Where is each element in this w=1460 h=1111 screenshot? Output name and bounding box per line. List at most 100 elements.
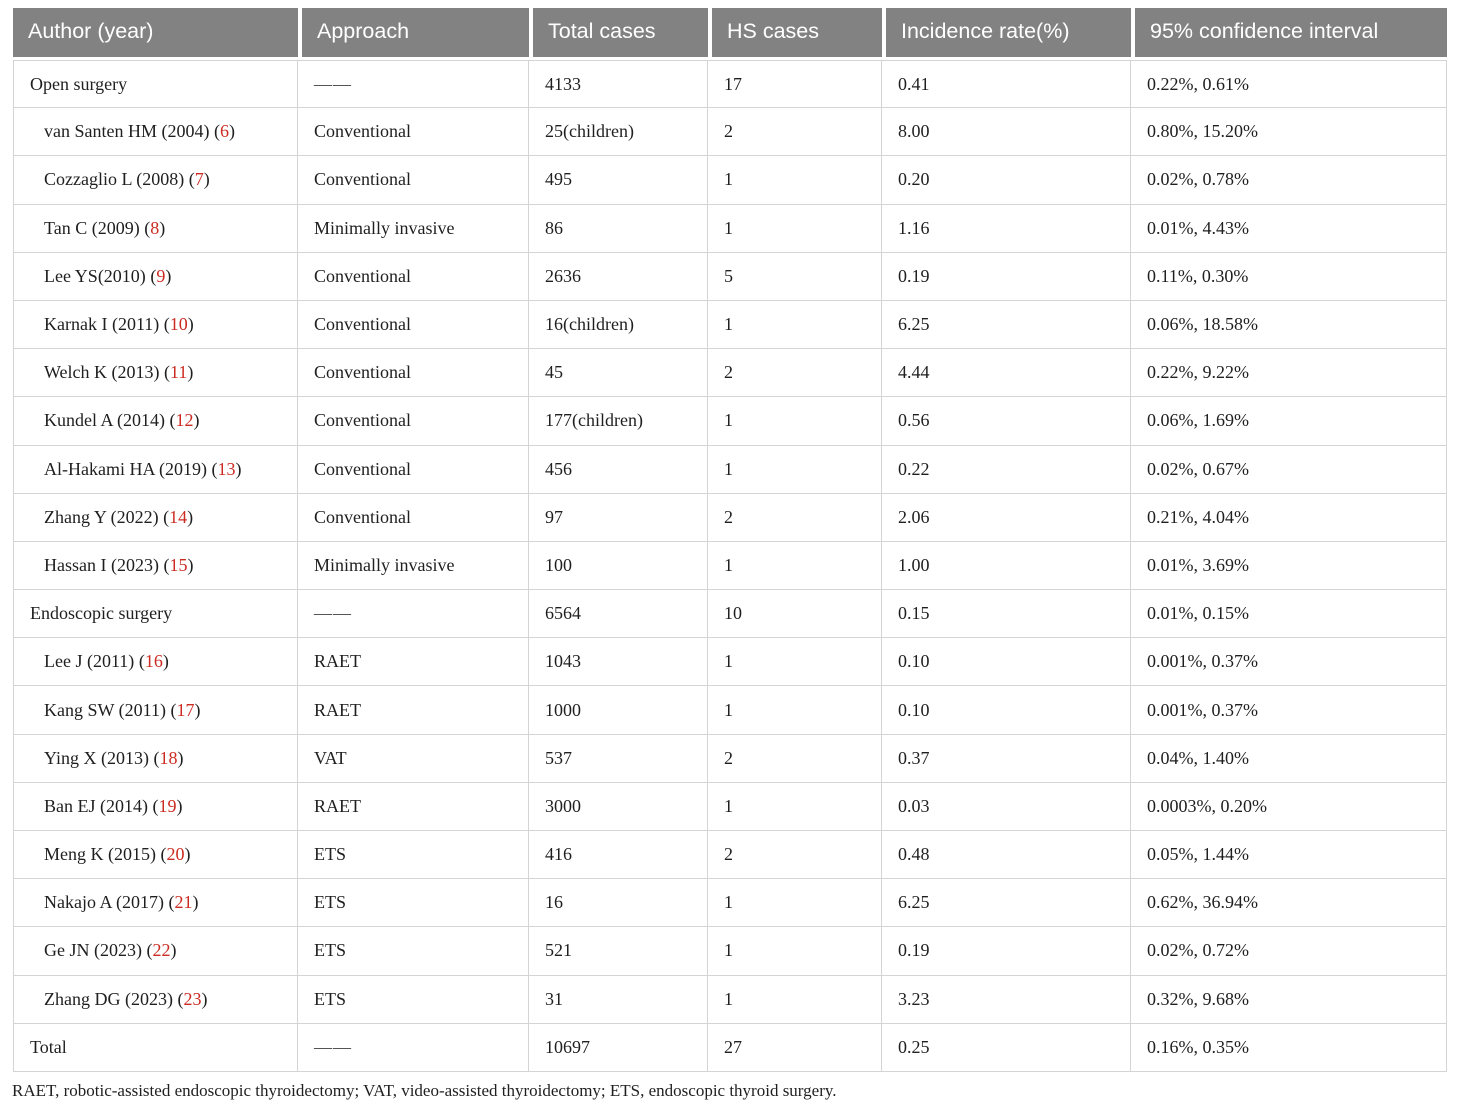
citation-link[interactable]: 12	[175, 410, 194, 431]
cell-confidence-interval: 0.02%, 0.78%	[1131, 156, 1447, 205]
column-header-author: Author (year)	[13, 8, 298, 60]
citation-link[interactable]: 21	[174, 892, 193, 913]
cell-approach: ——	[298, 590, 529, 639]
table-row: Nakajo A (2017) (21) ETS 16 1 6.25 0.62%, 36.…	[13, 879, 1447, 928]
cell-approach: RAET	[298, 686, 529, 735]
cell-total-cases: 16	[529, 879, 708, 928]
cell-author: Karnak I (2011) (10)	[13, 300, 298, 350]
cell-author: Total	[13, 1023, 298, 1072]
citation-link[interactable]: 6	[219, 121, 229, 142]
cell-confidence-interval: 0.02%, 0.72%	[1131, 927, 1447, 976]
citation-link[interactable]: 20	[166, 844, 185, 865]
citation-link[interactable]: 10	[169, 314, 188, 335]
table-row: Kang SW (2011) (17) RAET 1000 1 0.10 0.001%, …	[13, 686, 1447, 735]
cell-author: Tan C (2009) (8)	[13, 204, 298, 253]
cell-incidence-rate: 2.06	[882, 493, 1131, 542]
citation-link[interactable]: 16	[144, 651, 163, 672]
cell-author: Nakajo A (2017) (21)	[13, 879, 298, 928]
cell-confidence-interval: 0.04%, 1.40%	[1131, 734, 1447, 783]
cell-hs-cases: 2	[708, 734, 882, 783]
cell-hs-cases: 1	[708, 879, 882, 928]
cell-author: Ge JN (2023) (22)	[13, 927, 298, 976]
cell-confidence-interval: 0.22%, 9.22%	[1131, 349, 1447, 398]
cell-hs-cases: 1	[708, 638, 882, 687]
column-header-ci: 95% confidence interval	[1131, 8, 1447, 60]
cell-total-cases: 10697	[529, 1023, 708, 1072]
cell-total-cases: 100	[529, 541, 708, 591]
citation-link[interactable]: 19	[158, 795, 177, 816]
cell-author: Al-Hakami HA (2019) (13)	[13, 445, 298, 494]
cell-total-cases: 1043	[529, 638, 708, 687]
citation-link[interactable]: 9	[156, 265, 166, 286]
table-row: Cozzaglio L (2008) (7) Conventional 495 1 0.…	[13, 156, 1447, 205]
citation-link[interactable]: 14	[169, 506, 188, 527]
cell-approach: ——	[298, 60, 529, 109]
cell-confidence-interval: 0.001%, 0.37%	[1131, 638, 1447, 687]
citation-link[interactable]: 18	[159, 747, 178, 768]
cell-hs-cases: 1	[708, 300, 882, 350]
cell-hs-cases: 1	[708, 782, 882, 831]
citation-link[interactable]: 8	[150, 217, 160, 238]
cell-incidence-rate: 0.15	[882, 590, 1131, 639]
cell-total-cases: 2636	[529, 252, 708, 301]
cell-approach: ——	[298, 1023, 529, 1072]
table-row: Lee YS(2010) (9) Conventional 2636 5 0.19 0.1…	[13, 252, 1447, 301]
table-body: Open surgery —— 4133 17 0.41 0.22%, 0.61% van …	[13, 60, 1447, 1072]
citation-link[interactable]: 17	[176, 699, 195, 720]
cell-author: Meng K (2015) (20)	[13, 831, 298, 880]
citation-link[interactable]: 11	[170, 362, 188, 383]
cell-author: Kundel A (2014) (12)	[13, 397, 298, 446]
table-row: Zhang DG (2023) (23) ETS 31 1 3.23 0.32%, 9.6…	[13, 975, 1447, 1024]
cell-total-cases: 31	[529, 975, 708, 1024]
cell-total-cases: 1000	[529, 686, 708, 735]
table-row: Open surgery —— 4133 17 0.41 0.22%, 0.61%	[13, 60, 1447, 109]
cell-hs-cases: 1	[708, 397, 882, 446]
table-row: van Santen HM (2004) (6) Conventional 25(c…	[13, 108, 1447, 157]
cell-hs-cases: 2	[708, 831, 882, 880]
table-row: Ying X (2013) (18) VAT 537 2 0.37 0.04%, 1.40…	[13, 734, 1447, 783]
table-row: Welch K (2013) (11) Conventional 45 2 4.44 0.…	[13, 349, 1447, 398]
cell-hs-cases: 1	[708, 686, 882, 735]
cell-approach: ETS	[298, 975, 529, 1024]
cell-incidence-rate: 3.23	[882, 975, 1131, 1024]
citation-link[interactable]: 22	[152, 940, 171, 961]
cell-total-cases: 16(children)	[529, 300, 708, 350]
citation-link[interactable]: 23	[183, 988, 202, 1009]
cell-total-cases: 4133	[529, 60, 708, 109]
header-row: Author (year) Approach Total cases HS cases…	[13, 8, 1447, 60]
cell-author: Endoscopic surgery	[13, 590, 298, 639]
table-row: Lee J (2011) (16) RAET 1043 1 0.10 0.001%, 0.…	[13, 638, 1447, 687]
cell-incidence-rate: 0.03	[882, 782, 1131, 831]
cell-confidence-interval: 0.06%, 1.69%	[1131, 397, 1447, 446]
cell-incidence-rate: 0.19	[882, 927, 1131, 976]
column-header-approach: Approach	[298, 8, 529, 60]
cell-confidence-interval: 0.01%, 0.15%	[1131, 590, 1447, 639]
citation-link[interactable]: 15	[169, 554, 188, 575]
citation-link[interactable]: 13	[217, 458, 236, 479]
cell-approach: Conventional	[298, 300, 529, 350]
cell-hs-cases: 2	[708, 349, 882, 398]
cell-hs-cases: 1	[708, 541, 882, 591]
incidence-table-container: Author (year) Approach Total cases HS cases…	[13, 8, 1447, 1072]
table-row: Zhang Y (2022) (14) Conventional 97 2 2.06 0.…	[13, 493, 1447, 542]
citation-link[interactable]: 7	[194, 169, 204, 190]
table-row: Karnak I (2011) (10) Conventional 16(child…	[13, 300, 1447, 350]
cell-incidence-rate: 0.19	[882, 252, 1131, 301]
cell-hs-cases: 2	[708, 108, 882, 157]
cell-confidence-interval: 0.62%, 36.94%	[1131, 879, 1447, 928]
cell-approach: VAT	[298, 734, 529, 783]
cell-author: Zhang DG (2023) (23)	[13, 975, 298, 1024]
cell-author: Welch K (2013) (11)	[13, 349, 298, 398]
cell-confidence-interval: 0.11%, 0.30%	[1131, 252, 1447, 301]
cell-confidence-interval: 0.22%, 0.61%	[1131, 60, 1447, 109]
column-header-total: Total cases	[529, 8, 708, 60]
cell-author: Hassan I (2023) (15)	[13, 541, 298, 591]
table-row: Tan C (2009) (8) Minimally invasive 86 1 1.1…	[13, 204, 1447, 253]
cell-incidence-rate: 0.37	[882, 734, 1131, 783]
cell-incidence-rate: 0.22	[882, 445, 1131, 494]
cell-confidence-interval: 0.001%, 0.37%	[1131, 686, 1447, 735]
cell-total-cases: 416	[529, 831, 708, 880]
cell-author: Ban EJ (2014) (19)	[13, 782, 298, 831]
table-footnote: RAET, robotic-assisted endoscopic thyroi…	[12, 1081, 837, 1100]
column-header-rate: Incidence rate(%)	[882, 8, 1131, 60]
